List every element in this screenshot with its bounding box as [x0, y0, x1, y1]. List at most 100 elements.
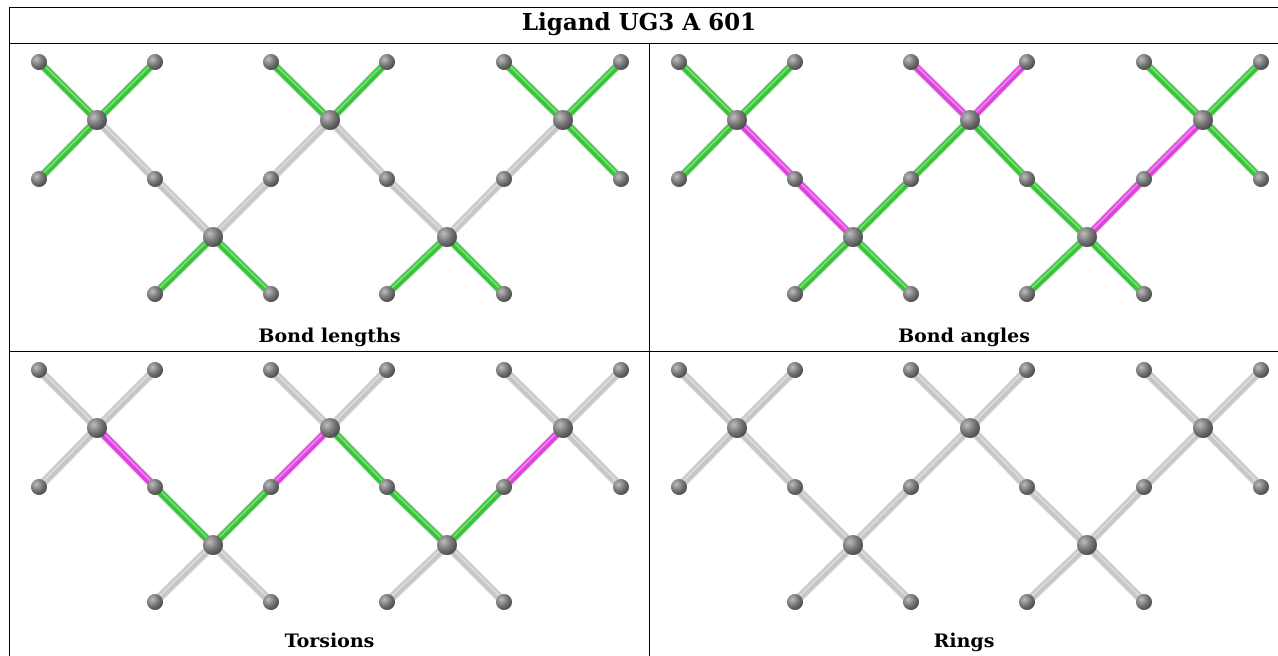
bond-a2-b3: [966, 116, 1031, 183]
bond-a1-u2: [93, 58, 159, 124]
bond-a1-l1: [35, 424, 101, 491]
atom-u6: [1253, 362, 1269, 378]
bond-highlight: [38, 425, 98, 487]
atom-u1: [671, 54, 687, 70]
atom-u3: [903, 54, 919, 70]
atom-u3: [263, 54, 279, 70]
bond-c1-l4: [209, 541, 275, 606]
bond-a2-u4: [326, 366, 391, 432]
atom-r2: [613, 171, 629, 187]
bond-highlight: [678, 367, 738, 428]
bond-a1-l1: [675, 116, 741, 183]
bond-highlight: [1086, 234, 1145, 294]
bond-a2-u4: [966, 366, 1031, 432]
atom-l1: [31, 171, 47, 187]
atom-l5: [379, 594, 395, 610]
bond-a1-u1: [675, 58, 741, 124]
atom-u5: [496, 54, 512, 70]
bond-highlight: [270, 367, 331, 428]
bond-a3-r2: [1199, 116, 1265, 183]
panel-caption: Bond angles: [898, 325, 1030, 347]
atom-l4: [263, 286, 279, 302]
bond-b4-a3: [500, 116, 567, 183]
bond-b4-a3: [1140, 116, 1207, 183]
atom-u6: [1253, 54, 1269, 70]
bond-b1-c1: [151, 483, 217, 549]
bond-highlight: [910, 117, 971, 179]
bond-highlight: [154, 542, 214, 602]
bond-b2-a2: [907, 424, 974, 491]
atom-l4: [263, 594, 279, 610]
bond-a1-u1: [35, 58, 101, 124]
bond-a2-u3: [267, 58, 334, 124]
bond-highlight: [329, 59, 388, 120]
atom-b4: [1136, 171, 1152, 187]
atom-a1: [727, 418, 747, 438]
table-border-center: [649, 43, 650, 656]
bond-a1-b1: [93, 424, 159, 491]
bond-highlight: [1143, 425, 1204, 487]
atom-c2: [1077, 535, 1097, 555]
atom-u3: [263, 362, 279, 378]
table-border-top: [9, 7, 1278, 8]
bond-c1-b2: [849, 483, 915, 549]
bond-a1-u2: [93, 366, 159, 432]
atom-u6: [613, 54, 629, 70]
atom-l6: [496, 286, 512, 302]
atom-c1: [203, 227, 223, 247]
atom-u2: [147, 54, 163, 70]
bond-a2-b3: [326, 116, 391, 183]
atom-b4: [496, 479, 512, 495]
bond-a3-r2: [1199, 424, 1265, 491]
bond-a3-u6: [559, 366, 625, 432]
bond-c2-l6: [1083, 233, 1148, 298]
bond-highlight: [852, 176, 912, 237]
bond-a1-b1: [733, 116, 799, 183]
bond-c2-b4: [443, 483, 508, 549]
bond-highlight: [38, 367, 98, 428]
bond-highlight: [1202, 425, 1262, 487]
atom-b3: [379, 171, 395, 187]
atom-u4: [1019, 54, 1035, 70]
bond-highlight: [212, 176, 272, 237]
bond-highlight: [852, 234, 912, 294]
bond-a1-l1: [675, 424, 741, 491]
bond-highlight: [270, 59, 331, 120]
panel-bond-angles: Bond angles: [650, 44, 1278, 351]
bond-b3-c2: [383, 483, 451, 549]
bond-highlight: [910, 367, 971, 428]
bond-c1-b2: [849, 175, 915, 241]
bond-a2-u3: [907, 366, 974, 432]
bond-highlight: [386, 484, 448, 545]
bond-highlight: [96, 425, 156, 487]
bond-highlight: [910, 59, 971, 120]
bond-c1-l3: [151, 233, 217, 298]
bond-highlight: [678, 117, 738, 179]
bond-a2-b3: [326, 424, 391, 491]
bond-a3-u6: [1199, 58, 1265, 124]
bond-a3-u5: [1140, 366, 1207, 432]
bond-highlight: [329, 117, 388, 179]
atom-a3: [553, 110, 573, 130]
bond-highlight: [1086, 176, 1145, 237]
atom-b4: [1136, 479, 1152, 495]
bond-a2-u4: [326, 58, 391, 124]
bond-highlight: [562, 59, 622, 120]
bond-highlight: [1143, 59, 1204, 120]
atom-b2: [903, 479, 919, 495]
bond-c2-l5: [383, 233, 451, 298]
atom-l4: [903, 286, 919, 302]
table-border-middle: [9, 351, 1278, 352]
bond-highlight: [329, 367, 388, 428]
bond-highlight: [212, 542, 272, 602]
atom-l1: [31, 479, 47, 495]
atom-a2: [960, 110, 980, 130]
bond-highlight: [38, 117, 98, 179]
atom-u2: [787, 362, 803, 378]
bond-highlight: [446, 484, 505, 545]
atom-a1: [727, 110, 747, 130]
bond-highlight: [154, 484, 214, 545]
atom-u5: [1136, 54, 1152, 70]
bond-a2-u3: [907, 58, 974, 124]
bond-highlight: [270, 425, 331, 487]
